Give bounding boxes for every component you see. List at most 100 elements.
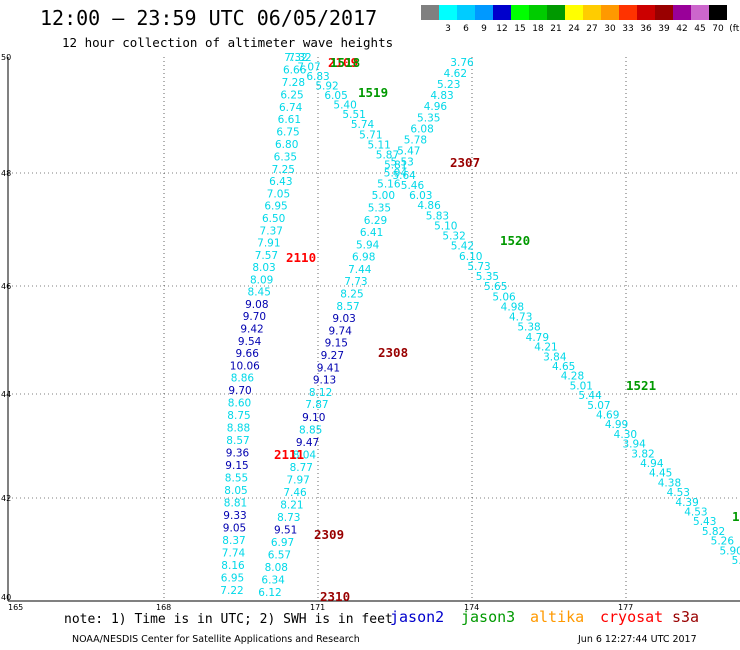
wave-height-value: 5.32 [442, 231, 465, 243]
color-scale-tick-label: 12 [496, 24, 508, 34]
wave-height-value: 8.21 [280, 499, 303, 511]
wave-height-value: 9.33 [223, 510, 246, 522]
wave-height-value: 6.57 [268, 549, 291, 561]
wave-height-value: 6.10 [459, 251, 482, 263]
satellite-label-jason3: jason3 [461, 608, 516, 626]
wave-height-value: 10.06 [230, 360, 260, 372]
color-scale-tick-label: 9 [481, 24, 487, 34]
wave-height-value: 8.09 [250, 274, 273, 286]
latitude-tick-label: 46 [1, 282, 11, 291]
latitude-tick-label: 42 [1, 494, 11, 503]
wave-height-value: 8.75 [227, 410, 250, 422]
wave-height-value: 5.90 [719, 545, 740, 557]
wave-height-value: 9.41 [317, 362, 340, 374]
wave-height-value: 9.70 [243, 311, 266, 323]
wave-height-value: 5.00 [372, 190, 395, 202]
units-note: note: 1) Time is in UTC; 2) SWH is in fe… [64, 612, 393, 627]
satellite-label-cryosat: cryosat [600, 608, 664, 626]
wave-height-value: 7.87 [305, 399, 328, 411]
wave-height-value: 8.03 [252, 262, 275, 274]
wave-height-value: 5.47 [397, 145, 420, 157]
wave-height-value: 4.98 [501, 301, 524, 313]
wave-height-value: 6.43 [269, 176, 292, 188]
wave-height-value: 8.57 [226, 435, 249, 447]
wave-height-value: 5.51 [342, 109, 365, 121]
wave-height-value: 6.97 [271, 537, 294, 549]
color-swatch [583, 5, 601, 20]
credit-line: NOAA/NESDIS Center for Satellite Applica… [72, 634, 360, 645]
wave-height-value: 9.47 [296, 437, 319, 449]
wave-height-value: 5.44 [578, 390, 602, 402]
wave-height-value: 8.81 [224, 497, 247, 509]
color-scale-tick-label: 18 [532, 24, 544, 34]
wave-height-value: 9.15 [225, 460, 248, 472]
wave-height-value: 8.77 [290, 462, 313, 474]
wave-height-value: 4.45 [649, 468, 672, 480]
wave-height-value: 7.74 [222, 547, 246, 559]
generation-timestamp: Jun 6 12:27:44 UTC 2017 [578, 634, 697, 645]
wave-height-value: 5.35 [368, 202, 391, 214]
wave-height-value: 5.64 [392, 170, 416, 182]
wave-height-value: 4.94 [640, 458, 664, 470]
wave-height-value: 5.94 [384, 168, 408, 180]
wave-height-value: 9.70 [228, 385, 251, 397]
wave-height-value: 9.03 [332, 313, 355, 325]
longitude-tick-label: 177 [618, 603, 633, 612]
wave-height-value: 5.87 [376, 150, 399, 162]
wave-height-value: 5.35 [417, 112, 440, 124]
wave-height-value: 5.82 [702, 526, 725, 538]
pass-time-label: 1521 [626, 378, 656, 393]
wave-height-value: 6.75 [276, 127, 299, 139]
wave-height-value: 5.23 [437, 79, 460, 91]
color-swatch [691, 5, 709, 20]
longitude-tick-label: 165 [8, 603, 23, 612]
color-swatch [493, 5, 511, 20]
wave-height-value: 7.07 [297, 62, 320, 74]
color-swatch [511, 5, 529, 20]
wave-height-value: 7.32 [288, 52, 311, 64]
color-swatch [421, 5, 439, 20]
wave-height-value: 5.6 [732, 555, 740, 567]
wave-height-value: 4.69 [596, 410, 619, 422]
color-swatch [565, 5, 583, 20]
wave-height-value: 6.03 [409, 190, 432, 202]
wave-height-value: 5.11 [367, 139, 390, 151]
wave-height-value: 8.88 [227, 422, 250, 434]
wave-height-value: 6.35 [274, 152, 297, 164]
wave-height-value: 7.22 [220, 585, 243, 597]
wave-height-value: 9.54 [238, 336, 262, 348]
wave-height-value: 4.28 [561, 371, 584, 383]
pass-time-label: 2310 [320, 589, 350, 604]
wave-height-value: 6.34 [261, 574, 285, 586]
wave-height-value: 4.53 [667, 487, 690, 499]
wave-height-value: 8.08 [265, 562, 288, 574]
wave-height-value: 5.07 [587, 400, 610, 412]
pass-time-label: 1518 [330, 55, 360, 70]
color-scale-tick-label: 15 [514, 24, 526, 34]
wave-height-value: 8.55 [225, 472, 248, 484]
wave-height-value: 5.46 [401, 180, 425, 192]
wave-height-value: 5.83 [426, 210, 449, 222]
pass-time-label: 2109 [328, 55, 358, 70]
wave-height-value: 7.97 [286, 474, 309, 486]
wave-height-value: 5.35 [476, 271, 499, 283]
color-scale-tick-label: 21 [550, 24, 562, 34]
wave-height-value: 8.60 [228, 397, 251, 409]
pass-time-label: 2308 [378, 345, 408, 360]
color-swatch [673, 5, 691, 20]
wave-height-value: 8.16 [221, 560, 245, 572]
color-scale-tick-label: 30 [604, 24, 616, 34]
wave-height-value: 5.10 [434, 220, 457, 232]
wave-height-value: 6.12 [258, 587, 281, 599]
wave-height-value: 8.37 [222, 535, 245, 547]
wave-height-value: 6.41 [360, 227, 383, 239]
wave-height-value: 7.25 [272, 164, 295, 176]
color-swatch [457, 5, 475, 20]
wave-height-value: 8.86 [231, 373, 255, 385]
color-swatch [655, 5, 673, 20]
wave-height-value: 4.65 [552, 361, 575, 373]
color-swatch [529, 5, 547, 20]
wave-height-value: 5.53 [390, 157, 413, 169]
wave-height-value: 4.30 [614, 429, 637, 441]
color-swatch [601, 5, 619, 20]
